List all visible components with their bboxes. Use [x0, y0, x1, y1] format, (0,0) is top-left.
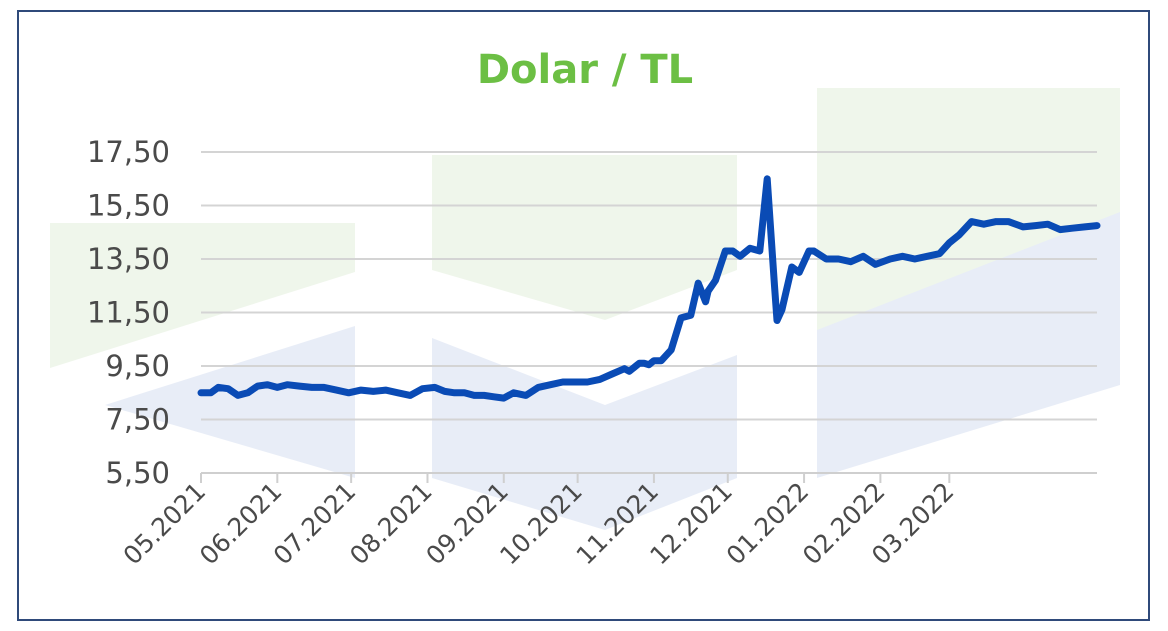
y-tick-label: 17,50 [87, 135, 170, 169]
chart-frame [17, 10, 1150, 621]
y-tick-label: 7,50 [105, 403, 170, 437]
y-tick-label: 9,50 [105, 349, 170, 383]
y-axis: 17,50 15,50 13,50 11,50 9,50 7,50 5,50 [87, 135, 170, 490]
y-tick-label: 5,50 [105, 456, 170, 490]
y-tick-label: 15,50 [87, 189, 170, 223]
x-tick-label: 05.2021 [118, 477, 212, 571]
x-tick-label: 08.2021 [344, 477, 438, 571]
series-line [197, 175, 1101, 402]
x-tick-label: 01.2022 [721, 477, 815, 571]
y-tick-label: 13,50 [87, 242, 170, 276]
chart-title: Dolar / TL [477, 47, 693, 93]
watermark-logo [50, 88, 1120, 530]
y-tick-label: 11,50 [87, 296, 170, 330]
series-group [197, 175, 1101, 402]
x-tick-label: 07.2021 [268, 477, 362, 571]
